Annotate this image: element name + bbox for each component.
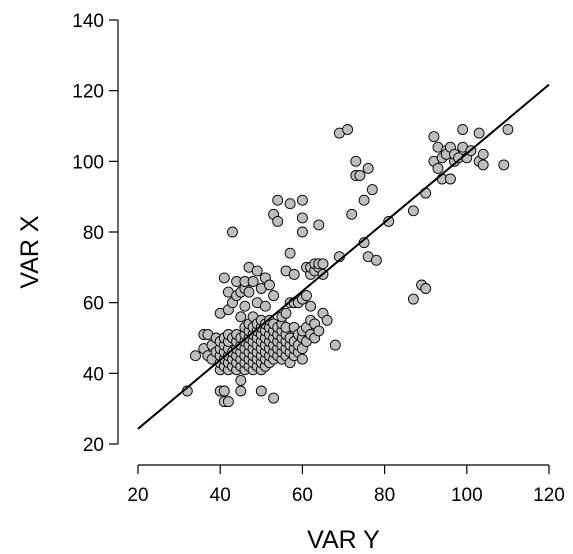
data-point: [235, 374, 247, 386]
data-point: [362, 162, 374, 174]
x-tick-label: 80: [374, 485, 395, 506]
x-tick-label: 100: [451, 485, 483, 506]
data-point: [296, 226, 308, 238]
data-point: [280, 307, 292, 319]
data-point: [235, 311, 247, 323]
data-point: [305, 300, 317, 312]
data-point: [502, 124, 514, 135]
data-point: [251, 265, 263, 277]
data-point: [432, 162, 444, 174]
data-point: [243, 286, 255, 298]
data-point: [317, 258, 329, 270]
regression-line: [137, 83, 550, 430]
data-point: [350, 155, 362, 167]
data-point: [239, 300, 251, 312]
x-axis-title: VAR Y: [307, 526, 380, 554]
x-tick-label: 120: [533, 485, 565, 506]
data-point: [473, 127, 485, 139]
data-point: [264, 279, 275, 291]
data-point: [428, 131, 440, 143]
data-point: [272, 215, 284, 227]
data-point: [227, 226, 238, 238]
y-tick-label: 80: [83, 223, 104, 244]
y-tick-label: 60: [83, 294, 104, 315]
data-point: [329, 339, 341, 351]
data-point: [321, 314, 333, 326]
data-point: [407, 205, 419, 217]
data-point: [346, 208, 358, 220]
x-tick-label: 60: [292, 485, 313, 506]
y-axis-title: VAR X: [16, 215, 44, 288]
data-point: [272, 194, 284, 206]
x-tick-label: 40: [210, 485, 231, 506]
data-point: [313, 219, 325, 231]
data-point: [420, 283, 432, 294]
data-point: [354, 170, 366, 181]
data-point: [268, 290, 280, 302]
data-point: [444, 173, 456, 185]
data-point: [235, 385, 247, 397]
data-point: [284, 198, 296, 210]
data-point: [366, 184, 378, 196]
data-point: [259, 300, 271, 312]
y-axis: 20 40 60 80 100 120 140: [72, 11, 119, 456]
data-point: [255, 385, 267, 397]
y-tick-label: 120: [72, 82, 104, 103]
data-point: [218, 272, 230, 284]
data-point: [383, 215, 395, 227]
data-point: [477, 159, 489, 171]
data-point: [296, 212, 308, 224]
data-point: [498, 159, 510, 171]
data-point: [342, 124, 354, 135]
data-point: [296, 194, 308, 206]
data-point: [288, 268, 300, 280]
data-point: [301, 290, 312, 302]
data-point: [222, 396, 234, 408]
y-tick-label: 140: [72, 11, 104, 32]
data-point: [268, 392, 280, 404]
data-point: [457, 124, 469, 135]
data-point: [370, 254, 382, 266]
data-point: [190, 350, 201, 362]
y-tick-label: 20: [83, 435, 104, 456]
y-tick-label: 40: [83, 364, 104, 385]
data-point: [358, 194, 370, 206]
data-point: [247, 276, 259, 287]
x-axis: 20 40 60 80 100 120: [127, 464, 565, 506]
data-point: [477, 148, 489, 160]
data-point: [407, 293, 419, 305]
x-tick-label: 20: [127, 485, 148, 506]
data-point: [313, 325, 325, 337]
data-point: [296, 353, 308, 365]
y-tick-label: 100: [72, 152, 104, 173]
scatter-points: [181, 124, 514, 408]
data-point: [284, 247, 296, 259]
data-point: [218, 385, 230, 397]
